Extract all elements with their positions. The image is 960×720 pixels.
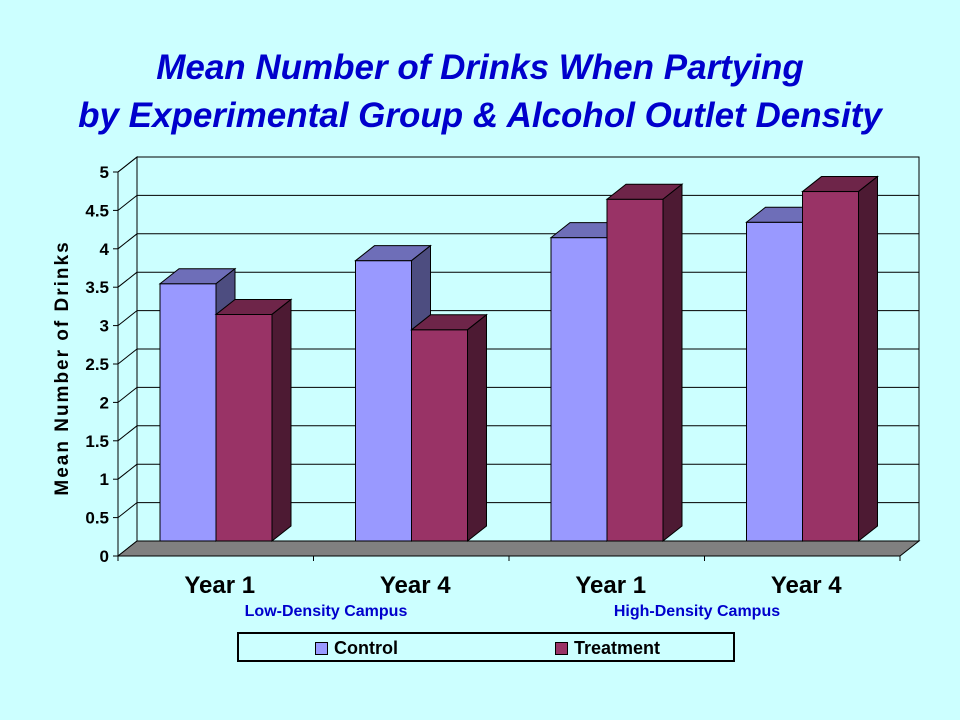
- y-tick-label: 3: [100, 317, 109, 336]
- bar-side-treatment-1: [271, 298, 292, 543]
- y-tick-label: 5: [100, 163, 109, 182]
- gridline-side: [117, 387, 138, 403]
- gridline-side: [117, 156, 138, 173]
- bar-treatment-3: [606, 198, 664, 542]
- bar-control-2: [355, 260, 412, 542]
- gridline-side: [117, 271, 138, 288]
- bar-side-treatment-4: [858, 175, 878, 543]
- chart-title: Mean Number of Drinks When Partying by E…: [0, 44, 960, 140]
- x-tick-label: Year 1: [575, 572, 646, 599]
- y-tick-label: 2: [100, 393, 109, 412]
- y-axis-label: Mean Number of Drinks: [52, 240, 73, 495]
- bar-control-4: [746, 221, 803, 542]
- y-tick-label: 0.5: [85, 509, 109, 528]
- plot-floor: [116, 540, 921, 557]
- bar-treatment-1: [215, 313, 273, 542]
- bar-control-3: [550, 237, 608, 542]
- legend-swatch-treatment: [555, 642, 568, 655]
- group-label-high-density: High-Density Campus: [613, 603, 781, 620]
- legend-label-control: Control: [334, 638, 398, 658]
- y-tick-label: 3.5: [85, 278, 109, 297]
- gridline-side: [117, 310, 138, 326]
- y-tick-label: 1.5: [85, 432, 109, 451]
- group-label-low-density: Low-Density Campus: [244, 603, 408, 620]
- y-tick-label: 1: [100, 470, 109, 489]
- y-tick-label: 2.5: [85, 355, 109, 374]
- bar-treatment-4: [802, 191, 859, 542]
- title-line-2: by Experimental Group & Alcohol Outlet D…: [78, 96, 882, 135]
- bar-control-1: [159, 283, 217, 542]
- gridline-side: [117, 425, 138, 442]
- y-tick-label: 4.5: [85, 201, 109, 220]
- gridline-side: [117, 195, 138, 211]
- legend-item-treatment: Treatment: [555, 638, 660, 659]
- legend-label-treatment: Treatment: [574, 638, 661, 658]
- gridline-side: [117, 502, 138, 518]
- legend-item-control: Control: [315, 638, 398, 659]
- gridline-side: [117, 348, 138, 365]
- bar-side-treatment-3: [662, 183, 683, 543]
- gridline-side: [117, 233, 138, 250]
- title-line-1: Mean Number of Drinks When Partying: [156, 48, 804, 87]
- legend-swatch-control: [315, 642, 328, 655]
- bar-treatment-2: [411, 329, 468, 542]
- x-tick-label: Year 1: [184, 572, 255, 599]
- legend: Control Treatment: [237, 632, 735, 662]
- x-tick-label: Year 4: [771, 572, 842, 599]
- bar-side-treatment-2: [467, 313, 487, 543]
- y-tick-label: 0: [100, 547, 109, 566]
- y-tick-label: 4: [100, 240, 110, 259]
- gridline-side: [117, 463, 138, 480]
- x-tick-label: Year 4: [380, 572, 451, 599]
